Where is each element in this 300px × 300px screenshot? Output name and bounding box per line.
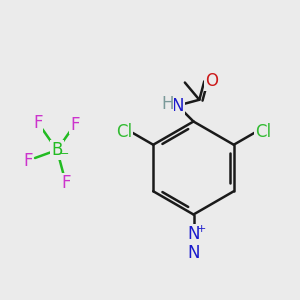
Text: N: N [187, 225, 200, 243]
Text: H: H [161, 95, 174, 113]
Text: F: F [23, 152, 33, 169]
Text: N: N [187, 244, 200, 262]
Text: O: O [205, 72, 218, 90]
Text: N: N [171, 97, 184, 115]
Text: F: F [70, 116, 80, 134]
Text: F: F [61, 174, 70, 192]
Text: F: F [33, 114, 43, 132]
Text: B: B [51, 141, 63, 159]
Text: Cl: Cl [255, 122, 271, 140]
Text: −: − [60, 149, 69, 160]
Text: +: + [196, 224, 206, 234]
Text: Cl: Cl [116, 122, 132, 140]
